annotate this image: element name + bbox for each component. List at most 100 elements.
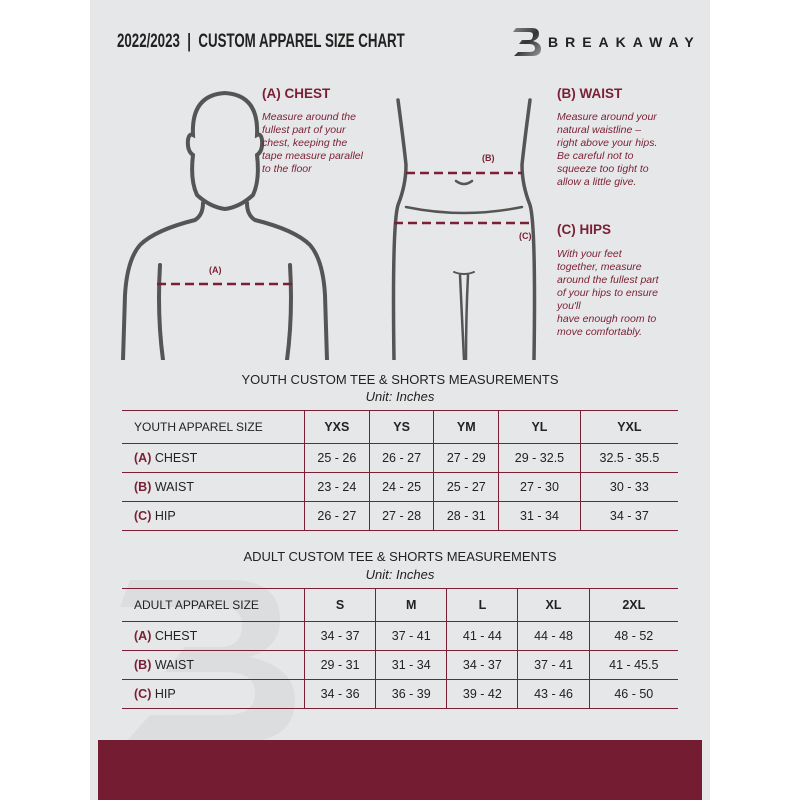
table-cell: 36 - 39 bbox=[375, 679, 447, 709]
chest-line: fullest part of your bbox=[262, 124, 346, 136]
chest-description: Measure around the fullest part of your ch… bbox=[262, 111, 363, 176]
table-cell: 31 - 34 bbox=[498, 501, 581, 531]
measurement-label: (A) CHEST bbox=[122, 443, 305, 473]
hips-description: With your feet together, measure around th… bbox=[557, 248, 659, 339]
measurement-label: (A) CHEST bbox=[122, 621, 305, 651]
lower-body-figure bbox=[391, 98, 537, 360]
size-header: YXL bbox=[579, 410, 678, 444]
table-cell: 25 - 27 bbox=[433, 472, 499, 502]
measurement-name: HIP bbox=[154, 687, 176, 701]
table-cell: 39 - 42 bbox=[446, 679, 518, 709]
waist-line: right above your hips. bbox=[557, 137, 658, 149]
chest-marker: (A) bbox=[209, 265, 222, 275]
size-header: S bbox=[303, 588, 376, 622]
table-row: (A) CHEST 25 - 26 26 - 27 27 - 29 29 - 32.5 3… bbox=[122, 443, 678, 473]
size-header: YM bbox=[433, 410, 499, 444]
measurement-code: (C) bbox=[134, 687, 152, 701]
size-header: YXS bbox=[304, 410, 370, 444]
table-cell: 28 - 31 bbox=[433, 501, 499, 531]
waist-line: squeeze too tight to bbox=[557, 163, 649, 175]
upper-body-figure bbox=[121, 90, 329, 360]
chest-line: chest, keeping the bbox=[262, 137, 348, 149]
size-header: L bbox=[446, 588, 518, 622]
table-row: (C) HIP 34 - 36 36 - 39 39 - 42 43 - 46 46 - … bbox=[122, 679, 678, 709]
measurement-name: HIP bbox=[154, 509, 176, 523]
size-label: ADULT APPAREL SIZE bbox=[122, 588, 305, 622]
size-header: XL bbox=[517, 588, 590, 622]
measurement-label: (B) WAIST bbox=[122, 472, 305, 502]
measurement-label: (C) HIP bbox=[122, 501, 305, 531]
measurement-code: (B) bbox=[134, 658, 152, 672]
table-cell: 43 - 46 bbox=[517, 679, 590, 709]
table-cell: 24 - 25 bbox=[368, 472, 434, 502]
hips-line: you'll bbox=[557, 300, 581, 312]
size-label: YOUTH APPAREL SIZE bbox=[122, 410, 305, 444]
measurement-code: (A) bbox=[134, 629, 152, 643]
size-header: YS bbox=[368, 410, 434, 444]
measurement-code: (A) bbox=[134, 451, 152, 465]
table-cell: 26 - 27 bbox=[304, 501, 370, 531]
measurement-name: WAIST bbox=[154, 658, 194, 672]
measurement-code: (B) bbox=[134, 480, 152, 494]
table-cell: 23 - 24 bbox=[304, 472, 370, 502]
hips-line: With your feet bbox=[557, 248, 622, 260]
table-cell: 27 - 30 bbox=[498, 472, 581, 502]
table-header-row: ADULT APPAREL SIZE S M L XL 2XL bbox=[122, 588, 678, 622]
table-cell: 26 - 27 bbox=[368, 443, 434, 473]
measurement-label: (B) WAIST bbox=[122, 650, 305, 680]
table-cell: 48 - 52 bbox=[588, 621, 678, 651]
table-cell: 34 - 36 bbox=[303, 679, 376, 709]
youth-table-title: YOUTH CUSTOM TEE & SHORTS MEASUREMENTS bbox=[241, 372, 559, 387]
footer-band bbox=[98, 740, 702, 800]
youth-size-table: YOUTH APPAREL SIZE YXS YS YM YL YXL (A) CHEST 2… bbox=[122, 410, 678, 531]
table-cell: 34 - 37 bbox=[446, 650, 518, 680]
table-header-row: YOUTH APPAREL SIZE YXS YS YM YL YXL bbox=[122, 410, 678, 444]
waist-line: Be careful not to bbox=[557, 150, 634, 162]
table-cell: 41 - 44 bbox=[446, 621, 518, 651]
hips-line: around the fullest part bbox=[557, 274, 659, 286]
page-title: 2022/2023 | CUSTOM APPAREL SIZE CHART bbox=[117, 31, 405, 52]
brand-name: BREAKAWAY bbox=[548, 34, 701, 50]
waist-title: (B) WAIST bbox=[557, 86, 623, 101]
hips-line: of your hips to ensure bbox=[557, 287, 658, 299]
hips-line: together, measure bbox=[557, 261, 642, 273]
waist-line: natural waistline – bbox=[557, 124, 642, 136]
chest-line: Measure around the bbox=[262, 111, 356, 123]
adult-table-title: ADULT CUSTOM TEE & SHORTS MEASUREMENTS bbox=[243, 549, 557, 564]
hips-marker: (C) bbox=[519, 231, 532, 241]
measurement-name: CHEST bbox=[154, 451, 198, 465]
waist-line: allow a little give. bbox=[557, 176, 637, 188]
size-header: 2XL bbox=[588, 588, 678, 622]
size-header: YL bbox=[498, 410, 581, 444]
youth-table-unit: Unit: Inches bbox=[365, 389, 435, 404]
table-cell: 30 - 33 bbox=[579, 472, 678, 502]
table-cell: 29 - 31 bbox=[303, 650, 376, 680]
chest-line: tape measure parallel bbox=[262, 150, 363, 162]
hips-line: move comfortably. bbox=[557, 326, 642, 338]
size-chart-page: 2022/2023 | CUSTOM APPAREL SIZE CHART BR… bbox=[90, 0, 710, 800]
measurement-name: WAIST bbox=[154, 480, 194, 494]
table-row: (A) CHEST 34 - 37 37 - 41 41 - 44 44 - 48 48 … bbox=[122, 621, 678, 651]
measurement-code: (C) bbox=[134, 509, 152, 523]
table-cell: 27 - 29 bbox=[433, 443, 499, 473]
table-cell: 34 - 37 bbox=[579, 501, 678, 531]
table-row: (B) WAIST 23 - 24 24 - 25 25 - 27 27 - 30 30 … bbox=[122, 472, 678, 502]
waist-marker: (B) bbox=[482, 153, 495, 163]
chest-title: (A) CHEST bbox=[262, 86, 331, 101]
table-cell: 32.5 - 35.5 bbox=[579, 443, 678, 473]
table-cell: 41 - 45.5 bbox=[588, 650, 678, 680]
table-cell: 27 - 28 bbox=[368, 501, 434, 531]
hips-line: have enough room to bbox=[557, 313, 657, 325]
table-cell: 46 - 50 bbox=[588, 679, 678, 709]
table-row: (C) HIP 26 - 27 27 - 28 28 - 31 31 - 34 34 - … bbox=[122, 501, 678, 531]
table-cell: 37 - 41 bbox=[517, 650, 590, 680]
chest-line: to the floor bbox=[262, 163, 312, 175]
table-cell: 31 - 34 bbox=[375, 650, 447, 680]
adult-table-unit: Unit: Inches bbox=[365, 567, 435, 582]
table-cell: 34 - 37 bbox=[303, 621, 376, 651]
table-row: (B) WAIST 29 - 31 31 - 34 34 - 37 37 - 41 41 … bbox=[122, 650, 678, 680]
measurement-label: (C) HIP bbox=[122, 679, 305, 709]
hips-title: (C) HIPS bbox=[557, 222, 611, 237]
adult-size-table: ADULT APPAREL SIZE S M L XL 2XL (A) CHEST 34 - … bbox=[122, 588, 678, 709]
table-cell: 29 - 32.5 bbox=[498, 443, 581, 473]
